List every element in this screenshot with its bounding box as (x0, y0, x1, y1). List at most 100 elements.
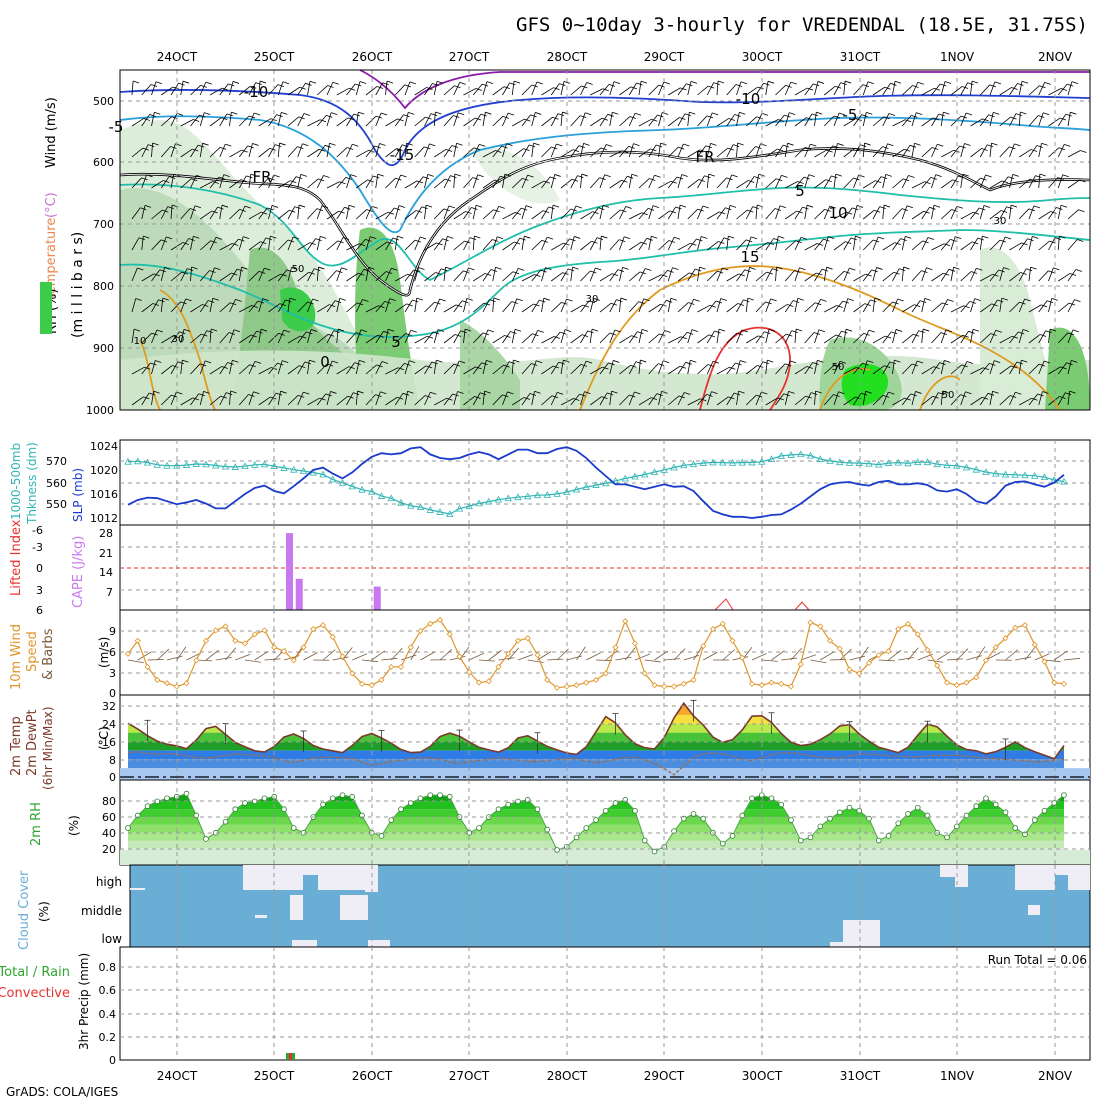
wind-barb (677, 302, 689, 313)
wind-barb (833, 241, 846, 251)
wind-barb-flag (991, 142, 998, 146)
wind-barb (716, 396, 729, 406)
wind-barb-flag (1042, 391, 1049, 394)
wind-barb (385, 367, 399, 375)
wind-barb (1028, 393, 1039, 406)
wind-barb-flag (905, 235, 912, 239)
wind-barb-flag (132, 80, 140, 84)
wind-barb (794, 206, 803, 220)
wind-barb-flag (413, 269, 420, 273)
thickness-marker (134, 457, 142, 465)
wind-barb (814, 149, 827, 158)
wind-barb (463, 366, 476, 375)
wind10-barb (722, 649, 736, 661)
wind-barb (619, 267, 623, 282)
wind-barb (258, 81, 261, 96)
contour-label: 50 (942, 390, 955, 401)
wind-barb (424, 361, 433, 375)
thickness-marker (397, 498, 405, 506)
wind-barb (190, 304, 203, 313)
wind-barb (745, 298, 749, 313)
wind-barb-flag (638, 301, 645, 305)
top-date-label: 28OCT (547, 50, 588, 64)
wind-barb-flag (911, 363, 919, 367)
wind-barb (258, 177, 269, 189)
wind-barb-flag (280, 273, 287, 277)
wind-barb-flag (530, 114, 537, 118)
wind-barb (258, 298, 264, 313)
wind-barb (775, 114, 785, 127)
wind-barb (785, 210, 797, 220)
wind-barb-flag (325, 393, 332, 397)
wind10-barb (878, 659, 895, 662)
wind-barb-flag (684, 113, 691, 117)
wind-barb-flag (485, 111, 492, 115)
wind-barb-flag (640, 80, 648, 84)
wind-barb-flag (212, 297, 219, 301)
wind-barb-flag (482, 332, 489, 336)
wind-barb-flag (747, 297, 754, 301)
wind-barb (697, 267, 700, 282)
wind-barb (151, 239, 162, 251)
wind-barb-flag (909, 144, 917, 148)
wind-barb (814, 268, 823, 282)
wind-barb-flag (262, 298, 269, 301)
wind-barb (1028, 304, 1042, 313)
wind-barb (941, 179, 953, 189)
wind-barb-flag (404, 362, 411, 366)
wind-barb (765, 298, 771, 313)
wind-barb (160, 206, 169, 220)
wind-barb (531, 360, 537, 375)
wind10-barb (634, 653, 650, 661)
wind10-barb (410, 646, 420, 661)
wind-barb-flag (475, 366, 482, 370)
wind-barb (589, 267, 596, 282)
wind-barb-flag (558, 361, 565, 365)
wind-barb (979, 363, 990, 375)
wind-barb (726, 84, 737, 96)
wind-barb-flag (430, 113, 438, 116)
wind-barb (229, 329, 235, 344)
wind-barb-flag (286, 269, 293, 273)
wind-barb-flag (651, 235, 658, 239)
wind-barb-flag (1037, 393, 1044, 397)
wind-barb-flag (969, 300, 976, 304)
wind-barb (775, 393, 785, 406)
wind-barb (667, 395, 680, 406)
wind-barb (726, 174, 732, 189)
wind-barb (209, 87, 223, 96)
wind-barb-flag (165, 236, 173, 240)
wind-barb (911, 360, 918, 375)
wind-barb (521, 274, 535, 282)
wind-barb (960, 143, 965, 158)
rh-marker (339, 792, 346, 798)
wind-barb (921, 117, 934, 127)
wind-barb (940, 391, 943, 406)
wind10-barb (849, 655, 866, 661)
rh-marker (797, 837, 804, 844)
wind-barb-flag (332, 81, 339, 85)
rh2m-ylabel-a: 2m RH (29, 802, 44, 846)
wind10-marker (183, 680, 190, 687)
wind-barb-flag (422, 176, 430, 180)
wind10-ylabel-d: (m/s) (97, 637, 111, 668)
wind-barb-flag (795, 328, 803, 332)
wind-barb (414, 176, 424, 189)
wind-barb-flag (437, 329, 445, 332)
wind-barb (999, 267, 1004, 282)
wind-barb-flag (926, 267, 933, 271)
wind-barb (648, 303, 661, 313)
wind-barb-flag (894, 242, 901, 246)
wind-barb (755, 113, 763, 127)
temp2m-ylabel-c: (6hr Min/Max) (41, 707, 55, 791)
wind-barb-flag (314, 268, 321, 272)
wind-barb (531, 210, 544, 220)
wind-barb (911, 391, 916, 406)
wind-barb (814, 179, 826, 189)
wind-barb-flag (253, 391, 260, 395)
wind-barb (882, 143, 888, 158)
contour-label: 15 (740, 248, 759, 266)
wind-barb (219, 332, 230, 344)
wind-barb (882, 391, 889, 406)
